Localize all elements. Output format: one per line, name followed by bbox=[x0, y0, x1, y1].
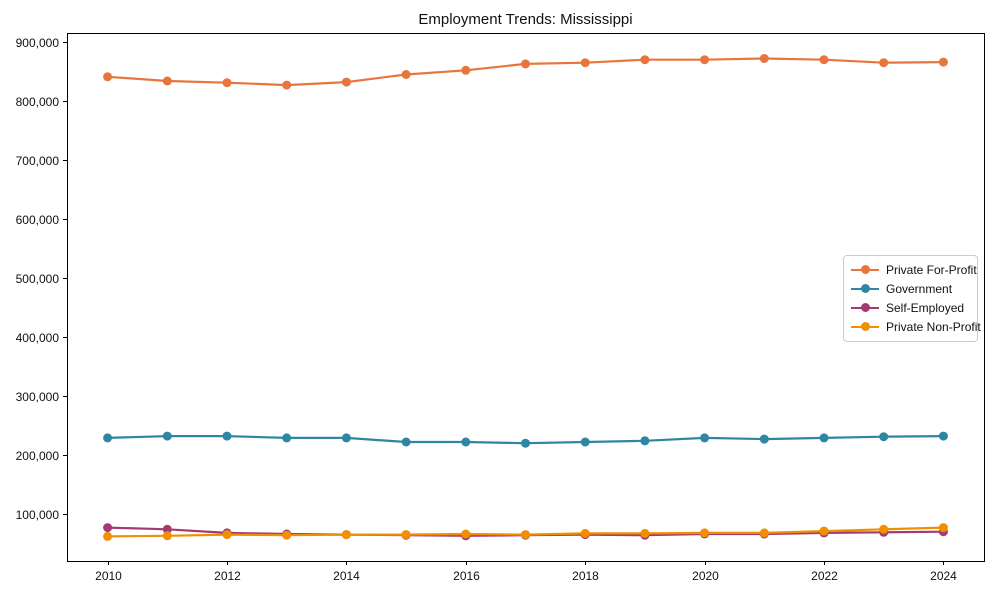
data-point bbox=[222, 78, 232, 88]
data-point bbox=[759, 54, 769, 63]
data-point bbox=[819, 526, 829, 536]
legend-item-self-employed: Self-Employed bbox=[844, 299, 977, 317]
data-point bbox=[461, 529, 471, 539]
data-point bbox=[759, 528, 769, 538]
y-tick-label: 300,000 bbox=[16, 390, 60, 404]
x-tick-label: 2012 bbox=[214, 569, 241, 583]
data-point bbox=[700, 55, 710, 65]
legend: Private For-Profit Government Self-Emplo… bbox=[843, 255, 981, 342]
data-point bbox=[162, 524, 172, 534]
data-point bbox=[580, 528, 590, 538]
x-tick-label: 2014 bbox=[333, 569, 360, 583]
data-point bbox=[162, 531, 172, 541]
data-point bbox=[521, 530, 530, 540]
legend-label: Self-Employed bbox=[886, 301, 965, 316]
data-point bbox=[103, 433, 113, 443]
data-point bbox=[700, 528, 710, 538]
data-point bbox=[103, 531, 113, 541]
data-point bbox=[640, 55, 650, 65]
legend-item-government: Government bbox=[844, 280, 977, 298]
legend-item-private-non-profit: Private Non-Profit bbox=[844, 318, 981, 336]
data-point bbox=[819, 433, 829, 443]
data-point bbox=[401, 70, 411, 79]
data-point bbox=[162, 431, 172, 441]
data-point bbox=[879, 432, 889, 442]
data-point bbox=[103, 72, 113, 82]
data-point bbox=[103, 523, 113, 533]
data-point bbox=[759, 434, 769, 444]
x-tick-label: 2018 bbox=[572, 569, 599, 583]
data-point bbox=[401, 437, 411, 447]
legend-marker-icon bbox=[851, 264, 879, 275]
data-point bbox=[341, 77, 351, 87]
legend-label: Private Non-Profit bbox=[886, 320, 981, 335]
legend-marker-icon bbox=[851, 283, 879, 294]
y-tick-label: 700,000 bbox=[16, 154, 60, 168]
y-tick-label: 200,000 bbox=[16, 449, 60, 463]
data-point bbox=[640, 528, 650, 538]
x-tick-label: 2022 bbox=[811, 569, 838, 583]
legend-marker-icon bbox=[851, 322, 879, 332]
data-point bbox=[580, 437, 590, 447]
x-tick-label: 2024 bbox=[930, 569, 957, 583]
data-point bbox=[401, 530, 411, 540]
y-tick-label: 500,000 bbox=[16, 272, 60, 286]
x-tick-label: 2020 bbox=[692, 569, 719, 583]
y-tick-label: 100,000 bbox=[16, 508, 60, 522]
axes-frame bbox=[67, 33, 985, 562]
data-point bbox=[222, 530, 232, 540]
data-point bbox=[461, 65, 471, 75]
chart-title: Employment Trends: Mississippi bbox=[418, 11, 633, 28]
y-tick-label: 900,000 bbox=[16, 36, 60, 50]
data-point bbox=[879, 524, 889, 534]
y-tick-label: 400,000 bbox=[16, 331, 60, 345]
y-tick-label: 800,000 bbox=[16, 95, 60, 109]
data-point bbox=[341, 433, 351, 443]
data-point bbox=[222, 431, 232, 441]
legend-label: Government bbox=[886, 281, 953, 296]
data-point bbox=[700, 433, 710, 443]
data-point bbox=[879, 58, 889, 68]
x-tick-label: 2010 bbox=[95, 569, 122, 583]
data-point bbox=[938, 523, 948, 533]
data-point bbox=[938, 57, 948, 67]
data-point bbox=[461, 437, 471, 447]
data-point bbox=[521, 438, 530, 448]
data-point bbox=[938, 431, 948, 441]
data-point bbox=[282, 80, 292, 90]
data-point bbox=[819, 55, 829, 65]
data-point bbox=[282, 433, 292, 443]
data-point bbox=[282, 530, 292, 540]
data-point bbox=[521, 59, 530, 69]
y-tick-label: 600,000 bbox=[16, 213, 60, 227]
data-point bbox=[341, 530, 351, 540]
data-point bbox=[580, 58, 590, 68]
data-point bbox=[162, 76, 172, 86]
legend-label: Private For-Profit bbox=[886, 262, 977, 277]
data-point bbox=[640, 436, 650, 446]
legend-item-private-for-profit: Private For-Profit bbox=[844, 261, 977, 279]
legend-marker-icon bbox=[851, 303, 879, 313]
x-tick-label: 2016 bbox=[453, 569, 480, 583]
